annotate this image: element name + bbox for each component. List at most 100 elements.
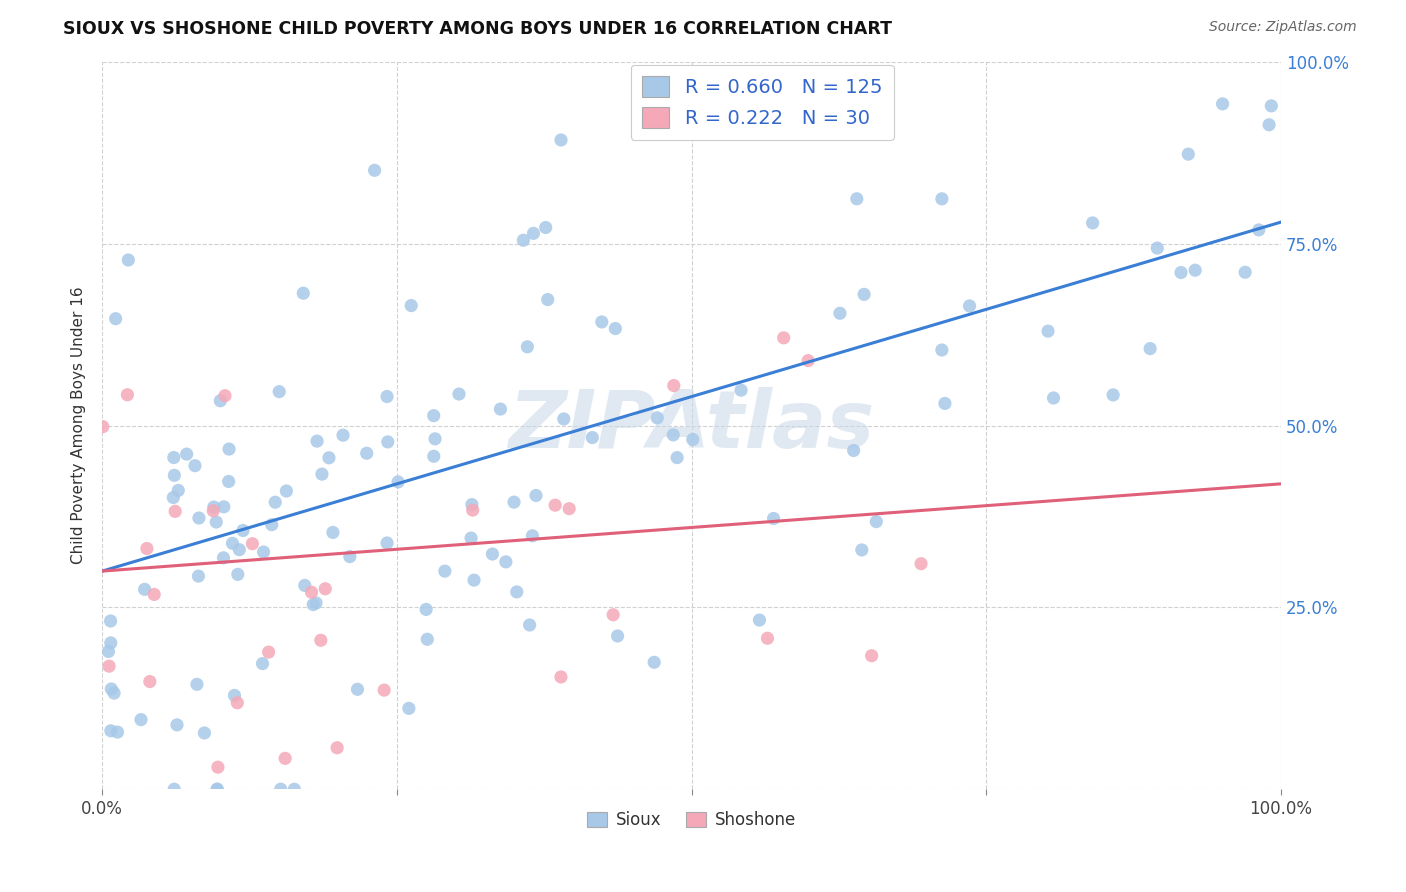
Point <box>1258 118 1281 132</box>
Point <box>224 689 246 703</box>
Point <box>463 573 485 587</box>
Point <box>135 541 157 556</box>
Point <box>1260 99 1282 113</box>
Point <box>117 252 139 267</box>
Point <box>845 192 868 206</box>
Point <box>305 596 328 610</box>
Point <box>481 547 503 561</box>
Point <box>522 529 544 543</box>
Point <box>544 498 567 512</box>
Point <box>398 701 420 715</box>
Point <box>748 613 770 627</box>
Point <box>605 321 627 335</box>
Point <box>1212 96 1234 111</box>
Point <box>537 293 560 307</box>
Point <box>399 299 422 313</box>
Point <box>305 434 328 449</box>
Point <box>326 740 349 755</box>
Point <box>423 432 446 446</box>
Point <box>495 555 517 569</box>
Point <box>318 450 340 465</box>
Point <box>270 782 292 797</box>
Point <box>232 524 254 538</box>
Point <box>1042 391 1064 405</box>
Point <box>207 760 229 774</box>
Point <box>302 598 325 612</box>
Point <box>193 726 215 740</box>
Point <box>292 286 315 301</box>
Point <box>797 353 820 368</box>
Point <box>176 447 198 461</box>
Point <box>163 782 186 797</box>
Point <box>103 686 125 700</box>
Point <box>165 504 187 518</box>
Point <box>166 718 188 732</box>
Point <box>311 467 333 482</box>
Point <box>730 383 752 397</box>
Point <box>242 537 264 551</box>
Point <box>100 636 122 650</box>
Point <box>100 614 122 628</box>
Point <box>205 782 228 797</box>
Point <box>301 585 323 599</box>
Text: Source: ZipAtlas.com: Source: ZipAtlas.com <box>1209 20 1357 34</box>
Point <box>226 567 249 582</box>
Point <box>202 504 225 518</box>
Point <box>375 536 398 550</box>
Point <box>851 543 873 558</box>
Point <box>212 550 235 565</box>
Point <box>186 677 208 691</box>
Point <box>91 419 114 434</box>
Point <box>187 569 209 583</box>
Point <box>1184 263 1206 277</box>
Point <box>550 133 572 147</box>
Point <box>553 412 575 426</box>
Point <box>375 390 398 404</box>
Point <box>602 607 624 622</box>
Point <box>228 542 250 557</box>
Point <box>756 632 779 646</box>
Point <box>134 582 156 597</box>
Point <box>162 491 184 505</box>
Point <box>516 340 538 354</box>
Point <box>423 450 446 464</box>
Point <box>276 483 298 498</box>
Point <box>489 402 512 417</box>
Point <box>550 670 572 684</box>
Point <box>218 475 240 489</box>
Point <box>100 723 122 738</box>
Point <box>1139 342 1161 356</box>
Point <box>853 287 876 301</box>
Point <box>214 389 236 403</box>
Point <box>591 315 613 329</box>
Point <box>558 501 581 516</box>
Point <box>522 227 544 241</box>
Point <box>202 500 225 514</box>
Point <box>931 192 953 206</box>
Point <box>264 495 287 509</box>
Point <box>662 428 685 442</box>
Point <box>387 475 409 489</box>
Point <box>1247 223 1270 237</box>
Point <box>377 434 399 449</box>
Point <box>860 648 883 663</box>
Point <box>934 396 956 410</box>
Point <box>187 511 209 525</box>
Point <box>346 682 368 697</box>
Point <box>257 645 280 659</box>
Point <box>184 458 207 473</box>
Point <box>205 782 228 797</box>
Point <box>581 431 603 445</box>
Point <box>842 443 865 458</box>
Point <box>460 531 482 545</box>
Point <box>339 549 361 564</box>
Point <box>252 657 274 671</box>
Point <box>221 536 243 550</box>
Point <box>416 632 439 647</box>
Point <box>294 578 316 592</box>
Text: ZIPAtlas: ZIPAtlas <box>509 386 875 465</box>
Point <box>422 409 444 423</box>
Point <box>512 233 534 247</box>
Point <box>129 713 152 727</box>
Point <box>1102 388 1125 402</box>
